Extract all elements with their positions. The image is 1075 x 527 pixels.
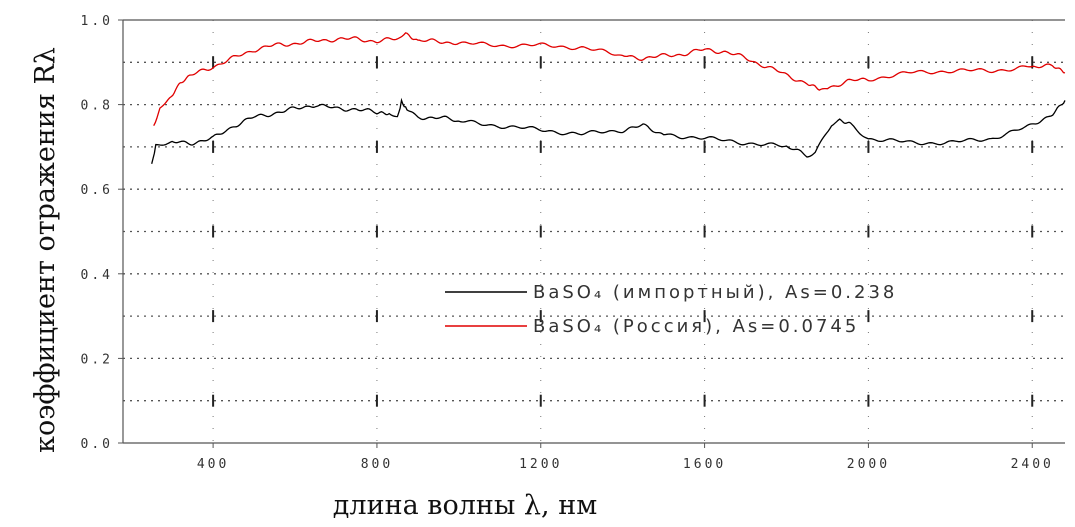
y-axis-title: коэффициент отражения Rλ [30,47,61,453]
y-tick-label: 1.0 [81,14,113,29]
x-tick-label: 1200 [519,457,562,472]
series-line-imported [151,97,1066,164]
x-tick-label: 800 [361,457,393,472]
y-tick-label: 0.8 [81,99,113,114]
tick-marks [212,56,1034,407]
grid-lines [123,20,1065,443]
legend: BaSO₄ (импортный), As=0.238 BaSO₄ (Россия… [445,282,897,337]
legend-entry: BaSO₄ (импортный), As=0.238 [533,282,897,303]
series-line-russia [153,32,1066,126]
x-tick-label: 2400 [1011,457,1054,472]
y-tick-label: 0.2 [81,352,113,367]
series-lines [151,32,1066,164]
x-tick-label: 2000 [847,457,890,472]
legend-entry: BaSO₄ (Россия), As=0.0745 [533,316,859,337]
x-tick-label: 400 [197,457,229,472]
x-axis-title: длина волны λ, нм [333,490,597,521]
x-tick-label: 1600 [683,457,726,472]
y-tick-label: 0.0 [81,437,113,452]
y-tick-label: 0.4 [81,268,113,283]
axes [118,19,1065,448]
y-tick-label: 0.6 [81,183,113,198]
tick-labels: 400 800 1200 1600 2000 2400 0.0 0.2 0.4 0.6 0.8 1.0 [81,14,1054,472]
